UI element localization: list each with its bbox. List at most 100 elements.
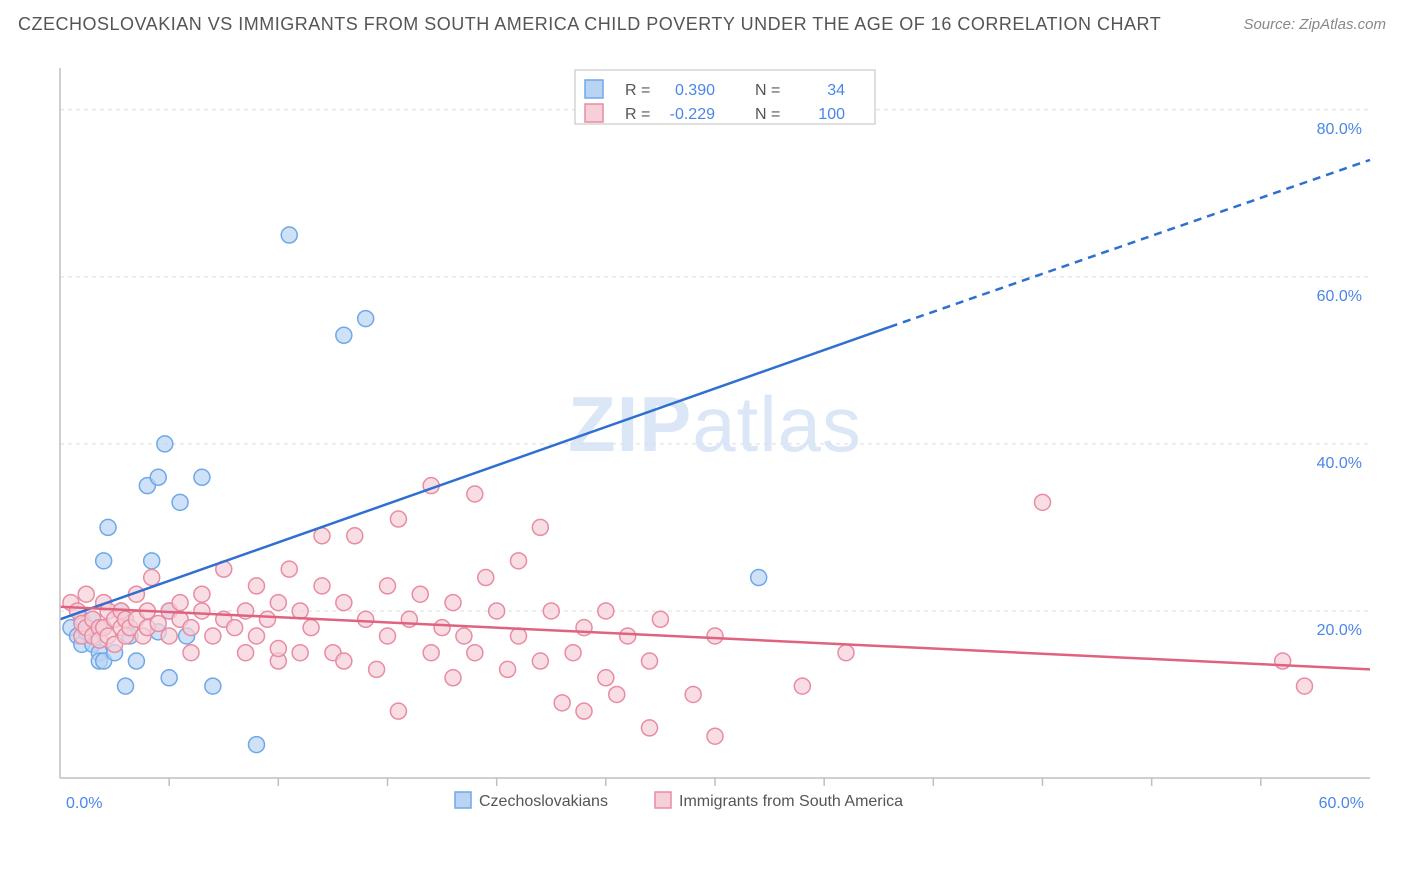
scatter-point xyxy=(78,586,94,602)
scatter-point xyxy=(183,620,199,636)
scatter-point xyxy=(1035,494,1051,510)
legend-r-value: -0.229 xyxy=(670,106,715,123)
scatter-chart: 20.0%40.0%60.0%80.0%ZIPatlas0.0%60.0%R =… xyxy=(50,58,1390,828)
chart-title: CZECHOSLOVAKIAN VS IMMIGRANTS FROM SOUTH… xyxy=(18,14,1161,35)
scatter-point xyxy=(205,628,221,644)
scatter-point xyxy=(336,653,352,669)
scatter-point xyxy=(838,645,854,661)
bottom-legend-label: Immigrants from South America xyxy=(679,793,903,810)
scatter-point xyxy=(292,645,308,661)
scatter-point xyxy=(358,311,374,327)
scatter-point xyxy=(358,611,374,627)
scatter-point xyxy=(543,603,559,619)
scatter-point xyxy=(128,653,144,669)
scatter-point xyxy=(423,645,439,661)
scatter-point xyxy=(150,469,166,485)
scatter-point xyxy=(249,737,265,753)
scatter-point xyxy=(259,611,275,627)
scatter-point xyxy=(642,653,658,669)
scatter-point xyxy=(1297,678,1313,694)
scatter-point xyxy=(456,628,472,644)
scatter-point xyxy=(303,620,319,636)
scatter-point xyxy=(445,595,461,611)
scatter-point xyxy=(347,528,363,544)
chart-area: 20.0%40.0%60.0%80.0%ZIPatlas0.0%60.0%R =… xyxy=(50,58,1390,828)
scatter-point xyxy=(652,611,668,627)
scatter-point xyxy=(369,661,385,677)
scatter-point xyxy=(161,670,177,686)
legend-swatch xyxy=(585,80,603,98)
scatter-point xyxy=(96,553,112,569)
scatter-point xyxy=(478,570,494,586)
scatter-point xyxy=(380,578,396,594)
scatter-point xyxy=(390,511,406,527)
legend-swatch xyxy=(585,104,603,122)
scatter-point xyxy=(532,653,548,669)
scatter-point xyxy=(642,720,658,736)
scatter-point xyxy=(205,678,221,694)
scatter-point xyxy=(500,661,516,677)
scatter-point xyxy=(144,570,160,586)
legend-n-value: 100 xyxy=(818,106,845,123)
scatter-point xyxy=(390,703,406,719)
scatter-point xyxy=(511,628,527,644)
bottom-legend-label: Czechoslovakians xyxy=(479,793,608,810)
scatter-point xyxy=(598,603,614,619)
scatter-point xyxy=(194,603,210,619)
legend-n-value: 34 xyxy=(827,82,845,99)
scatter-point xyxy=(445,670,461,686)
scatter-point xyxy=(281,561,297,577)
scatter-point xyxy=(576,703,592,719)
scatter-point xyxy=(172,494,188,510)
scatter-point xyxy=(707,628,723,644)
scatter-point xyxy=(249,628,265,644)
scatter-point xyxy=(194,469,210,485)
scatter-point xyxy=(707,728,723,744)
scatter-point xyxy=(100,519,116,535)
scatter-point xyxy=(238,645,254,661)
legend-r-label: R = xyxy=(625,106,650,123)
scatter-point xyxy=(380,628,396,644)
scatter-point xyxy=(467,486,483,502)
x-tick-label: 0.0% xyxy=(66,795,102,812)
scatter-point xyxy=(281,227,297,243)
scatter-point xyxy=(144,553,160,569)
scatter-point xyxy=(270,641,286,657)
scatter-point xyxy=(412,586,428,602)
scatter-point xyxy=(292,603,308,619)
scatter-point xyxy=(511,553,527,569)
y-tick-label: 60.0% xyxy=(1317,288,1362,305)
scatter-point xyxy=(609,686,625,702)
bottom-legend-swatch xyxy=(455,792,471,808)
scatter-point xyxy=(270,595,286,611)
chart-source: Source: ZipAtlas.com xyxy=(1243,16,1386,33)
scatter-point xyxy=(554,695,570,711)
scatter-point xyxy=(194,586,210,602)
scatter-point xyxy=(227,620,243,636)
scatter-point xyxy=(794,678,810,694)
scatter-point xyxy=(489,603,505,619)
scatter-point xyxy=(172,595,188,611)
scatter-point xyxy=(565,645,581,661)
scatter-point xyxy=(161,628,177,644)
legend-n-label: N = xyxy=(755,82,780,99)
scatter-point xyxy=(183,645,199,661)
y-tick-label: 40.0% xyxy=(1317,455,1362,472)
scatter-point xyxy=(336,595,352,611)
legend-n-label: N = xyxy=(755,106,780,123)
scatter-point xyxy=(620,628,636,644)
scatter-point xyxy=(249,578,265,594)
legend-r-value: 0.390 xyxy=(675,82,715,99)
y-tick-label: 20.0% xyxy=(1317,622,1362,639)
scatter-point xyxy=(314,578,330,594)
scatter-point xyxy=(685,686,701,702)
legend-r-label: R = xyxy=(625,82,650,99)
scatter-point xyxy=(118,678,134,694)
scatter-point xyxy=(751,570,767,586)
scatter-point xyxy=(336,327,352,343)
scatter-point xyxy=(434,620,450,636)
scatter-point xyxy=(532,519,548,535)
x-tick-label: 60.0% xyxy=(1319,795,1364,812)
scatter-point xyxy=(157,436,173,452)
bottom-legend-swatch xyxy=(655,792,671,808)
